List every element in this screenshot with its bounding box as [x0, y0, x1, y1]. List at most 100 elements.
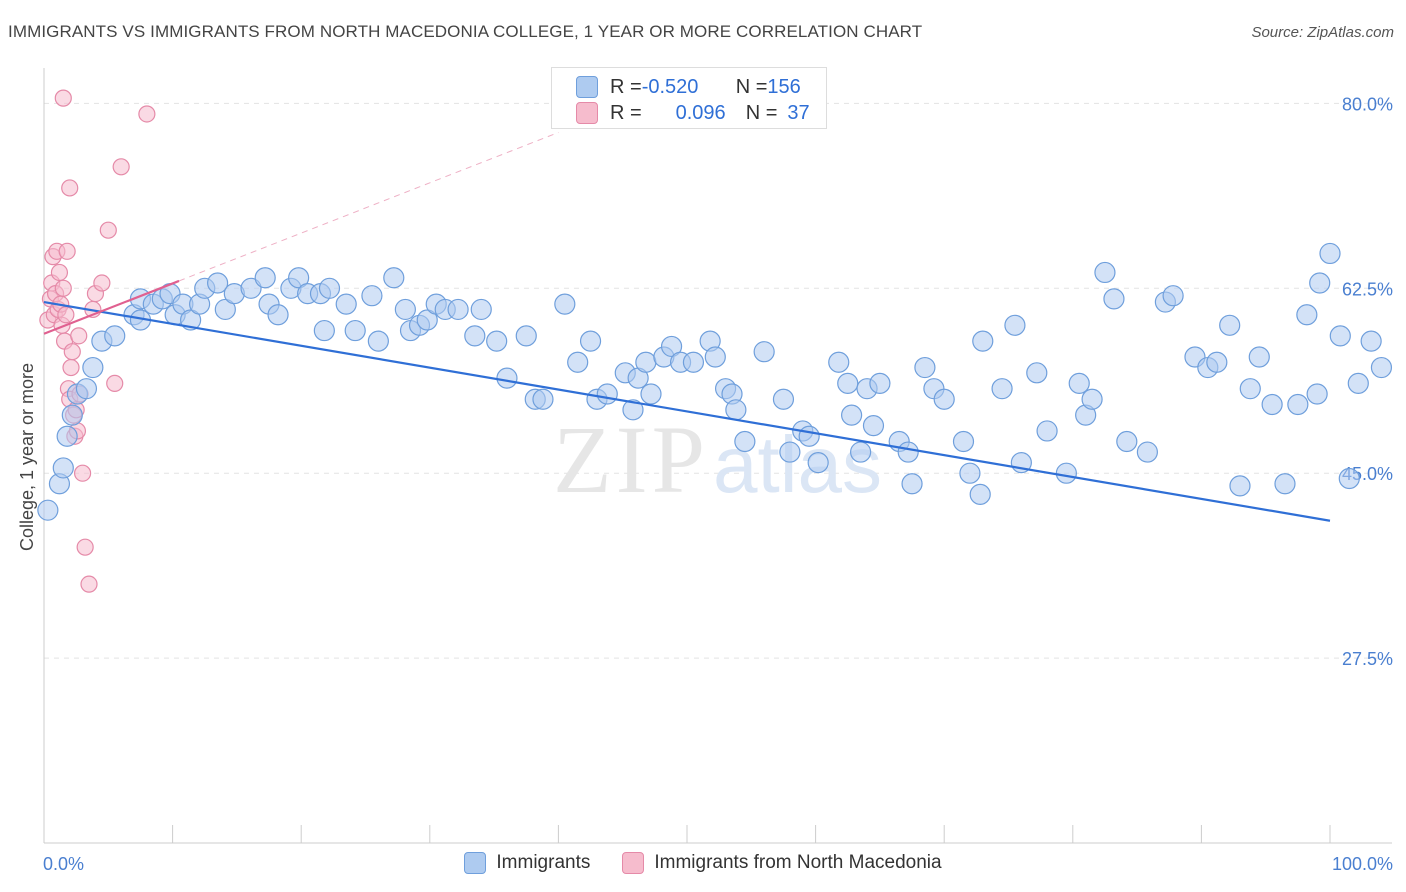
data-point-immigrants: [61, 404, 83, 426]
legend-item-immigrants[interactable]: Immigrants: [464, 852, 590, 874]
legend-item-north-macedonia[interactable]: Immigrants from North Macedonia: [622, 852, 942, 874]
data-point-immigrants: [554, 293, 576, 315]
data-point-immigrants: [850, 441, 872, 463]
data-point-north-macedonia: [76, 538, 94, 556]
data-point-immigrants: [214, 298, 236, 321]
data-point-immigrants: [1026, 362, 1048, 384]
trend-line-north-macedonia: [43, 279, 180, 335]
data-point-immigrants: [682, 351, 705, 373]
data-point-immigrants: [1103, 288, 1125, 310]
data-point-immigrants: [318, 277, 341, 299]
legend-swatch-north-macedonia: [622, 852, 645, 874]
data-point-north-macedonia: [70, 327, 88, 345]
series-immigrants-points: [37, 242, 1393, 521]
data-point-north-macedonia: [73, 464, 92, 482]
data-point-immigrants: [862, 415, 885, 437]
stats-swatch-north-macedonia: [576, 102, 598, 124]
data-point-immigrants: [901, 473, 923, 495]
data-point-immigrants: [779, 441, 801, 463]
stats-n-value: 156: [767, 75, 801, 98]
stats-n-label: N =: [745, 101, 778, 124]
y-tick-label: 27.5%: [1342, 649, 1393, 669]
data-point-immigrants: [75, 378, 98, 400]
data-point-immigrants: [313, 319, 335, 342]
data-point-north-macedonia: [61, 179, 79, 197]
data-point-immigrants: [798, 425, 820, 447]
x-tick-label: 100.0%: [1332, 854, 1393, 874]
data-point-immigrants: [1319, 242, 1341, 265]
data-point-immigrants: [486, 330, 508, 352]
data-point-immigrants: [1206, 351, 1228, 373]
data-point-immigrants: [1162, 285, 1184, 307]
data-point-immigrants: [267, 304, 289, 326]
data-point-immigrants: [180, 309, 202, 331]
data-point-immigrants: [1261, 393, 1283, 416]
data-point-immigrants: [52, 457, 74, 479]
data-point-immigrants: [952, 430, 975, 453]
data-point-immigrants: [1081, 388, 1103, 410]
data-point-immigrants: [344, 319, 366, 342]
data-point-immigrants: [959, 462, 981, 484]
data-point-immigrants: [1309, 272, 1331, 294]
data-point-immigrants: [37, 499, 59, 521]
legend-label-north-macedonia: Immigrants from North Macedonia: [654, 852, 942, 873]
data-point-north-macedonia: [62, 358, 80, 377]
data-point-immigrants: [1004, 314, 1026, 336]
trend-line-immigrants: [43, 300, 1331, 522]
data-point-immigrants: [464, 325, 486, 347]
stats-row-north-macedonia: R = 0.096 N = 37: [576, 100, 810, 126]
chart-title: IMMIGRANTS VS IMMIGRANTS FROM NORTH MACE…: [8, 22, 923, 41]
data-point-immigrants: [1274, 473, 1296, 495]
data-point-immigrants: [56, 425, 78, 447]
data-point-immigrants: [254, 267, 276, 289]
data-point-north-macedonia: [99, 221, 117, 239]
data-point-immigrants: [1036, 420, 1058, 442]
data-point-immigrants: [207, 272, 229, 294]
data-point-north-macedonia: [138, 105, 156, 123]
data-point-immigrants: [1219, 314, 1241, 336]
data-point-immigrants: [288, 267, 310, 289]
data-point-immigrants: [725, 399, 747, 421]
data-point-immigrants: [734, 430, 756, 453]
x-tick-label: 0.0%: [43, 854, 84, 874]
data-point-immigrants: [914, 356, 936, 379]
legend-label-immigrants: Immigrants: [496, 852, 591, 873]
data-point-north-macedonia: [80, 575, 98, 593]
data-point-immigrants: [1306, 383, 1328, 405]
data-point-immigrants: [753, 341, 775, 363]
chart-source: Source: ZipAtlas.com: [1251, 24, 1394, 41]
data-point-immigrants: [933, 388, 955, 410]
data-point-immigrants: [1338, 467, 1360, 490]
grid-lines: [44, 102, 1392, 659]
data-point-immigrants: [515, 325, 537, 347]
data-point-immigrants: [1055, 462, 1077, 484]
data-point-north-macedonia: [54, 279, 72, 297]
data-point-immigrants: [361, 285, 383, 307]
data-point-immigrants: [841, 404, 863, 426]
data-point-north-macedonia: [112, 158, 130, 176]
stats-r-value: 0.096: [675, 101, 726, 124]
data-point-immigrants: [383, 267, 405, 289]
data-point-immigrants: [1287, 393, 1309, 416]
data-point-immigrants: [470, 298, 492, 321]
axes: [43, 68, 1392, 844]
trend-lines: [43, 132, 1331, 522]
data-point-immigrants: [897, 441, 919, 463]
data-point-immigrants: [969, 483, 991, 505]
data-point-immigrants: [1136, 441, 1158, 463]
data-point-immigrants: [1248, 346, 1270, 368]
data-point-immigrants: [1068, 372, 1090, 394]
data-point-north-macedonia: [93, 274, 111, 292]
stats-n-value: 37: [787, 101, 810, 124]
y-tick-label: 80.0%: [1342, 94, 1393, 114]
data-point-immigrants: [447, 298, 469, 321]
data-point-north-macedonia: [106, 374, 124, 392]
stats-r-label: R =: [610, 75, 642, 98]
x-tick-labels: 0.0% 100.0%: [43, 854, 1393, 874]
data-point-immigrants: [972, 330, 994, 352]
data-point-immigrants: [1296, 304, 1318, 326]
data-point-immigrants: [579, 330, 602, 352]
stats-legend: R = -0.520 N = 156 R = 0.096 N = 37: [551, 67, 827, 129]
data-point-immigrants: [416, 309, 438, 331]
